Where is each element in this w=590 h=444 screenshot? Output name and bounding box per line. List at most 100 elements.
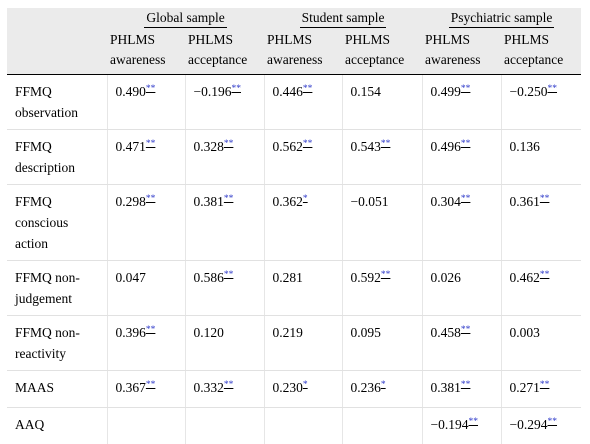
row-label-line: conscious xyxy=(15,212,107,233)
table-cell xyxy=(342,408,422,444)
significance-marker[interactable]: ** xyxy=(548,417,558,427)
significance-marker[interactable]: ** xyxy=(146,325,156,335)
table-cell: 0.471** xyxy=(107,130,185,185)
table-cell: 0.236* xyxy=(342,371,422,408)
significance-marker[interactable]: ** xyxy=(146,84,156,94)
significance-marker[interactable]: ** xyxy=(461,194,471,204)
table-cell: 0.047 xyxy=(107,261,185,316)
significance-marker[interactable]: ** xyxy=(540,270,550,280)
significance-marker[interactable]: ** xyxy=(548,84,558,94)
significance-marker[interactable]: ** xyxy=(146,139,156,149)
significance-marker[interactable]: ** xyxy=(303,84,313,94)
table-cell: 0.362* xyxy=(264,185,342,261)
table-cell: 0.446** xyxy=(264,75,342,130)
cell-value: 0.136 xyxy=(510,139,540,154)
significance-marker[interactable]: ** xyxy=(469,417,479,427)
column-header-line: PHLMS xyxy=(425,30,501,50)
column-header-line: PHLMS xyxy=(267,30,342,50)
cell-value: 0.298 xyxy=(116,194,146,209)
cell-value: 0.367 xyxy=(116,380,146,395)
table-cell: 0.586** xyxy=(185,261,264,316)
cell-value: 0.281 xyxy=(273,270,303,285)
cell-value: 0.328 xyxy=(194,139,224,154)
cell-value: 0.543 xyxy=(351,139,381,154)
column-header-line: acceptance xyxy=(188,50,264,70)
cell-value: 0.120 xyxy=(194,325,224,340)
table-cell: 0.499** xyxy=(422,75,501,130)
significance-marker[interactable]: * xyxy=(381,380,386,390)
cell-value: 0.446 xyxy=(273,84,303,99)
row-label: FFMQ non-reactivity xyxy=(7,316,107,371)
table-row: AAQ−0.194**−0.294** xyxy=(7,408,581,444)
cell-value: 0.219 xyxy=(273,325,303,340)
significance-marker[interactable]: ** xyxy=(461,84,471,94)
row-label-line: MAAS xyxy=(15,377,107,398)
significance-marker[interactable]: ** xyxy=(540,194,550,204)
significance-marker[interactable]: ** xyxy=(146,194,156,204)
significance-marker[interactable]: ** xyxy=(224,270,234,280)
table-cell: −0.294** xyxy=(501,408,581,444)
column-header-line: acceptance xyxy=(504,50,581,70)
column-header-line: PHLMS xyxy=(188,30,264,50)
table-cell: 0.381** xyxy=(422,371,501,408)
significance-marker[interactable]: ** xyxy=(303,139,313,149)
column-header-line: awareness xyxy=(267,50,342,70)
row-label: FFMQ non-judgement xyxy=(7,261,107,316)
significance-marker[interactable]: ** xyxy=(461,325,471,335)
cell-value: 0.471 xyxy=(116,139,146,154)
table-cell: 0.136 xyxy=(501,130,581,185)
table-cell: 0.304** xyxy=(422,185,501,261)
row-label-line: FFMQ xyxy=(15,136,107,157)
significance-marker[interactable]: ** xyxy=(224,380,234,390)
column-header-line: acceptance xyxy=(345,50,422,70)
cell-value: 0.361 xyxy=(510,194,540,209)
table-cell: −0.196** xyxy=(185,75,264,130)
significance-marker[interactable]: ** xyxy=(381,139,391,149)
table-cell xyxy=(264,408,342,444)
row-label-line: action xyxy=(15,233,107,254)
row-label-line: FFMQ xyxy=(15,81,107,102)
significance-marker[interactable]: ** xyxy=(461,139,471,149)
significance-marker[interactable]: * xyxy=(303,194,308,204)
table-cell: 0.154 xyxy=(342,75,422,130)
table-cell: 0.219 xyxy=(264,316,342,371)
table-cell: 0.543** xyxy=(342,130,422,185)
table-cell: 0.458** xyxy=(422,316,501,371)
cell-value: −0.196 xyxy=(194,84,232,99)
significance-marker[interactable]: ** xyxy=(232,84,242,94)
cell-value: −0.051 xyxy=(351,194,389,209)
table-cell: 0.496** xyxy=(422,130,501,185)
row-label-line: FFMQ xyxy=(15,191,107,212)
significance-marker[interactable]: ** xyxy=(381,270,391,280)
table-cell: 0.367** xyxy=(107,371,185,408)
column-header-line: PHLMS xyxy=(110,30,185,50)
cell-value: 0.154 xyxy=(351,84,381,99)
significance-marker[interactable]: * xyxy=(303,380,308,390)
row-label-line: AAQ xyxy=(15,414,107,435)
cell-value: 0.490 xyxy=(116,84,146,99)
significance-marker[interactable]: ** xyxy=(224,139,234,149)
cell-value: 0.271 xyxy=(510,380,540,395)
significance-marker[interactable]: ** xyxy=(461,380,471,390)
table-cell: −0.051 xyxy=(342,185,422,261)
table-cell: 0.396** xyxy=(107,316,185,371)
cell-value: 0.458 xyxy=(431,325,461,340)
cell-value: 0.095 xyxy=(351,325,381,340)
significance-marker[interactable]: ** xyxy=(146,380,156,390)
table-cell xyxy=(185,408,264,444)
table-container: Global sample Student sample Psychiatric… xyxy=(0,0,590,417)
significance-marker[interactable]: ** xyxy=(224,194,234,204)
table-cell: 0.003 xyxy=(501,316,581,371)
row-label-line: observation xyxy=(15,102,107,123)
table-cell: 0.462** xyxy=(501,261,581,316)
significance-marker[interactable]: ** xyxy=(540,380,550,390)
